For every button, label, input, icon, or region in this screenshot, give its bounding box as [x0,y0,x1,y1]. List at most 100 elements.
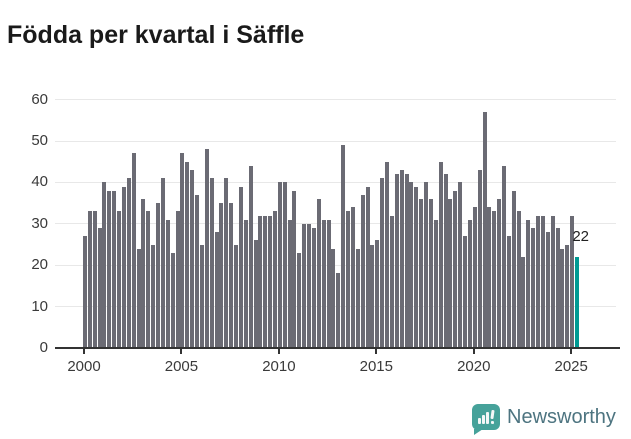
bar [506,236,511,348]
bar [467,219,472,348]
bar [195,194,200,348]
bar [565,244,570,348]
bar [443,174,448,348]
gridline-30 [55,223,616,225]
bar [209,178,214,348]
bar [331,248,336,348]
x-tick-label-2020: 2020 [457,358,491,375]
bar [258,215,263,348]
bar [214,232,219,348]
y-tick-label-40: 40 [31,173,48,191]
x-tick-2005 [180,349,183,354]
bar [229,203,234,348]
bar [185,161,190,348]
bar [516,211,521,348]
bar [380,178,385,348]
bar [346,211,351,348]
x-tick-label-2015: 2015 [359,358,393,375]
y-tick-label-0: 0 [39,339,48,356]
bar [175,211,180,348]
bar [160,178,165,348]
bar [92,211,97,348]
x-tick-label-2005: 2005 [164,358,199,375]
bar [238,186,243,348]
x-tick-2025 [570,349,573,354]
bar [487,207,492,348]
bar [146,211,151,348]
bar [526,219,531,348]
bar [297,252,302,348]
y-tick-label-20: 20 [31,256,48,274]
gridline-50 [55,140,616,142]
icon-bar-2 [482,415,485,424]
bar [336,273,341,348]
bar [316,198,321,348]
bar [375,240,380,348]
bar [131,153,136,348]
bar [83,236,87,348]
bar [482,112,487,348]
bar [419,198,424,348]
bar [399,170,404,348]
bar [555,227,560,348]
bar [277,182,282,348]
bar [287,219,292,348]
bar [326,219,331,348]
bar [204,149,209,348]
bar [448,198,453,348]
y-tick-label-60: 60 [31,90,48,108]
icon-bar-1 [478,418,481,424]
y-tick-label-10: 10 [31,297,48,315]
bar-highlight-latest [575,256,580,348]
bar [112,190,117,348]
x-tick-2020 [472,349,475,354]
icon-exclamation-stem [490,409,495,420]
bar [234,244,239,348]
bar [117,211,122,348]
icon-exclamation-dot [490,420,495,425]
bar [531,227,536,348]
bar [414,186,419,348]
last-value-label: 22 [572,228,589,245]
bar [409,182,414,348]
bar [311,227,316,348]
bar [268,215,273,348]
bar [560,248,565,348]
x-tick-label-2025: 2025 [554,358,588,375]
bar [540,215,545,348]
bar [156,203,161,348]
bar [394,174,399,348]
bar [282,182,287,348]
bar [521,256,526,348]
bar [97,227,102,348]
bar [438,161,443,348]
bar [458,182,463,348]
bar [321,219,326,348]
bar [389,215,394,348]
gridline-20 [55,264,616,266]
bar [453,190,458,348]
y-tick-label-50: 50 [31,132,48,150]
bar [253,240,258,348]
bar [219,203,224,348]
page-title: Födda per kvartal i Säffle [7,20,305,49]
x-axis-line [55,347,620,349]
bar [126,178,131,348]
bar [292,190,297,348]
bar [424,182,429,348]
x-tick-label-2000: 2000 [67,358,101,375]
bar [492,211,497,348]
bar [570,215,575,348]
icon-bar-3 [486,412,489,424]
bar [248,165,253,348]
newsworthy-bubble-chart-icon [472,404,500,435]
bar [365,186,370,348]
x-tick-2015 [375,349,378,354]
branding: Newsworthy [472,404,616,435]
bar [370,244,375,348]
bar [360,194,365,348]
bar [302,223,307,348]
bar [497,198,502,348]
bar [428,198,433,348]
